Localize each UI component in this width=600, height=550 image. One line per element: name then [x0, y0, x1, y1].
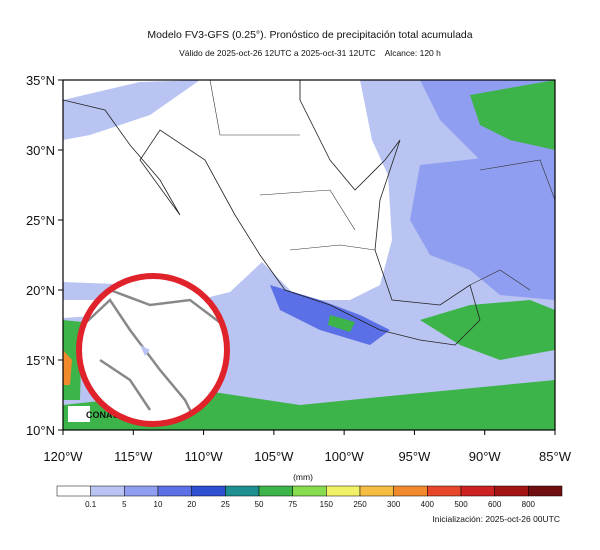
color-box [225, 485, 260, 497]
lat-label: 20°N [26, 283, 55, 298]
legend-label: 400 [421, 500, 435, 509]
lon-label: 85°W [539, 449, 572, 464]
map-frame [62, 79, 556, 431]
lat-label: 30°N [26, 143, 55, 158]
legend-label: 600 [488, 500, 502, 509]
lon-label: 120°W [43, 449, 83, 464]
color-box [258, 485, 293, 497]
legend-label: 75 [288, 500, 297, 509]
color-box [393, 485, 428, 497]
lon-label: 90°W [469, 449, 502, 464]
color-box [427, 485, 462, 497]
unit: (mm) [293, 472, 313, 482]
color-box [157, 485, 192, 497]
legend-label: 10 [154, 500, 163, 509]
logo: CONAG [86, 410, 120, 420]
magnifier [76, 273, 230, 427]
color-box [460, 485, 495, 497]
color-box [292, 485, 327, 497]
lon-label: 115°W [114, 449, 153, 464]
color-box [124, 485, 159, 497]
lon-label: 95°W [398, 449, 431, 464]
color-box [359, 485, 394, 497]
lat-label: 25°N [26, 213, 55, 228]
color-box [326, 485, 361, 497]
legend-label: 25 [221, 500, 230, 509]
legend-label: 300 [387, 500, 401, 509]
lon-label: 110°W [184, 449, 223, 464]
color-box [191, 485, 226, 497]
legend-label: 250 [353, 500, 367, 509]
legend-label: 800 [522, 500, 536, 509]
lat-label: 35°N [26, 73, 55, 88]
lat-label: 15°N [26, 353, 55, 368]
lon-label: 105°W [254, 449, 294, 464]
legend-label: 50 [255, 500, 264, 509]
legend-label: 20 [187, 500, 196, 509]
color-box [494, 485, 529, 497]
title: Modelo FV3-GFS (0.25°). Pronóstico de pr… [147, 29, 472, 41]
subtitle: Válido de 2025-oct-26 12UTC a 2025-oct-3… [179, 48, 441, 58]
legend-label: 150 [320, 500, 334, 509]
lat-label: 10°N [26, 423, 55, 438]
legend-label: 0.1 [85, 500, 97, 509]
color-box [90, 485, 125, 497]
lon-label: 100°W [325, 449, 365, 464]
legend-label: 5 [122, 500, 127, 509]
color-box [56, 485, 91, 497]
color-box [528, 485, 563, 497]
initialization: Inicialización: 2025-oct-26 00UTC [432, 514, 560, 524]
map: CONAG [63, 80, 555, 430]
legend-label: 500 [454, 500, 468, 509]
